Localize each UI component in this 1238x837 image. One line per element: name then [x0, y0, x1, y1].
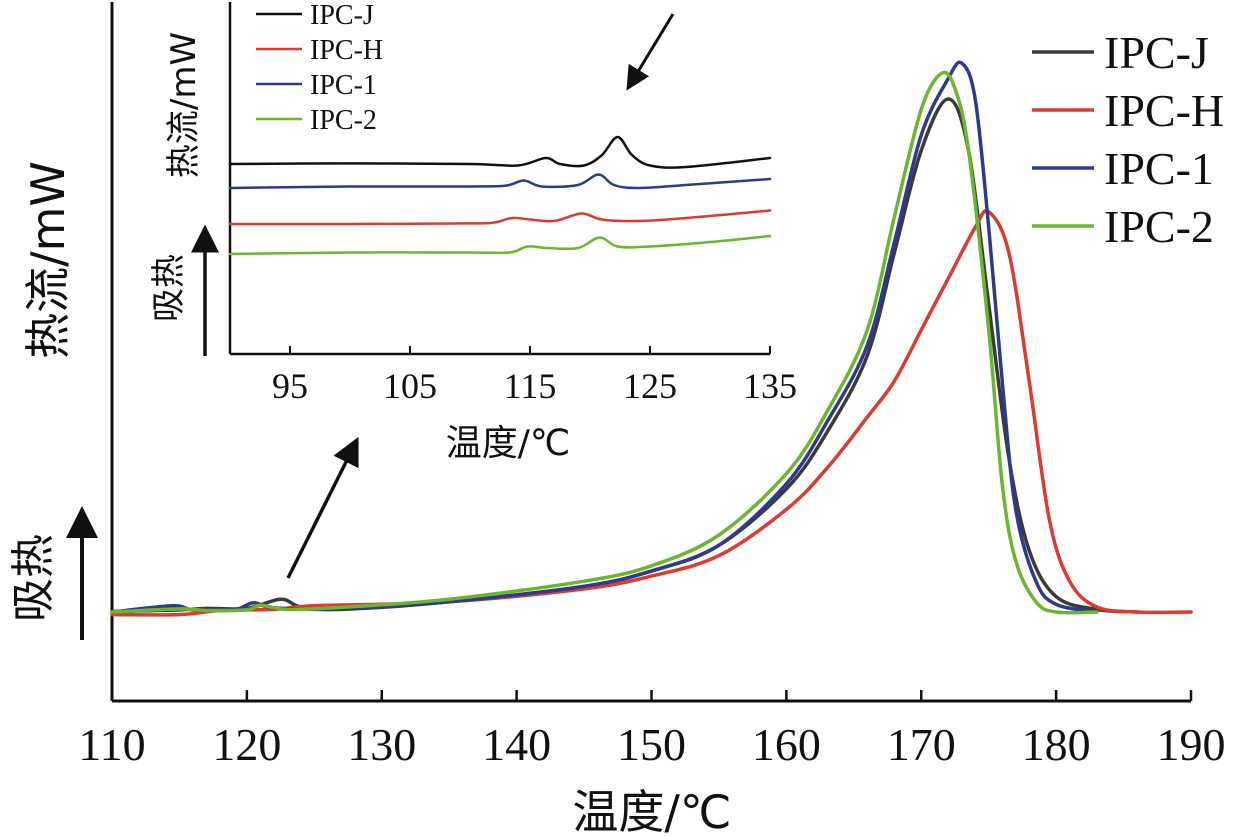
inset-legend-label: IPC-1: [310, 70, 377, 101]
main-legend-label: IPC-1: [1104, 143, 1214, 194]
main-x-ticks: 110 120 130 140 150 160 170 180 190: [78, 690, 1226, 770]
main-x-tick-label: 130: [347, 719, 416, 770]
main-series-group: [110, 60, 1193, 617]
main-x-tick-label: 170: [887, 719, 956, 770]
main-x-axis-label: 温度/℃: [572, 785, 731, 837]
inset-endotherm-label: 吸热: [149, 254, 189, 322]
inset-x-tick-label: 135: [743, 366, 797, 406]
inset-x-tick-label: 115: [504, 366, 557, 406]
inset-legend-label: IPC-J: [310, 0, 374, 31]
main-x-tick-label: 120: [212, 719, 281, 770]
inset-series-line-ipc-j: [228, 135, 772, 169]
main-legend-label: IPC-2: [1104, 201, 1214, 252]
inset-series-line-ipc-1: [228, 173, 772, 190]
main-endotherm-label: 吸热: [8, 534, 59, 622]
inset-x-axis-label: 温度/℃: [446, 423, 571, 464]
main-x-tick-label: 190: [1157, 719, 1226, 770]
main-x-tick-label: 110: [78, 719, 145, 770]
main-series-line-ipc-h: [110, 209, 1193, 617]
inset-series-group: [228, 135, 772, 256]
inset-x-tick-label: 125: [623, 366, 677, 406]
inset-peak-arrow: [626, 13, 675, 91]
inset-y-axis-label: 热流/mW: [164, 32, 204, 178]
main-x-tick-label: 180: [1022, 719, 1091, 770]
inset-series-line-ipc-h: [228, 209, 772, 226]
inset-legend-label: IPC-H: [310, 35, 383, 66]
main-series-line-ipc-1: [110, 60, 1099, 614]
main-y-axis-label: 热流/mW: [21, 161, 75, 359]
inset-x-tick-label: 105: [383, 366, 437, 406]
main-legend-label: IPC-H: [1104, 85, 1224, 136]
inset-pointer-arrow: [286, 436, 359, 579]
inset-legend-label: IPC-2: [310, 105, 377, 136]
inset-legend: IPC-J IPC-H IPC-1 IPC-2: [256, 0, 383, 136]
main-series-line-ipc-2: [110, 70, 1099, 615]
inset-x-tick-label: 95: [272, 366, 308, 406]
main-legend: IPC-J IPC-H IPC-1 IPC-2: [1032, 27, 1224, 252]
main-x-tick-label: 150: [617, 719, 686, 770]
inset-x-ticks: 95 105 115 125 135: [272, 346, 797, 406]
main-x-tick-label: 160: [752, 719, 821, 770]
main-legend-label: IPC-J: [1104, 27, 1209, 78]
main-x-tick-label: 140: [482, 719, 551, 770]
inset-series-line-ipc-2: [228, 234, 772, 256]
